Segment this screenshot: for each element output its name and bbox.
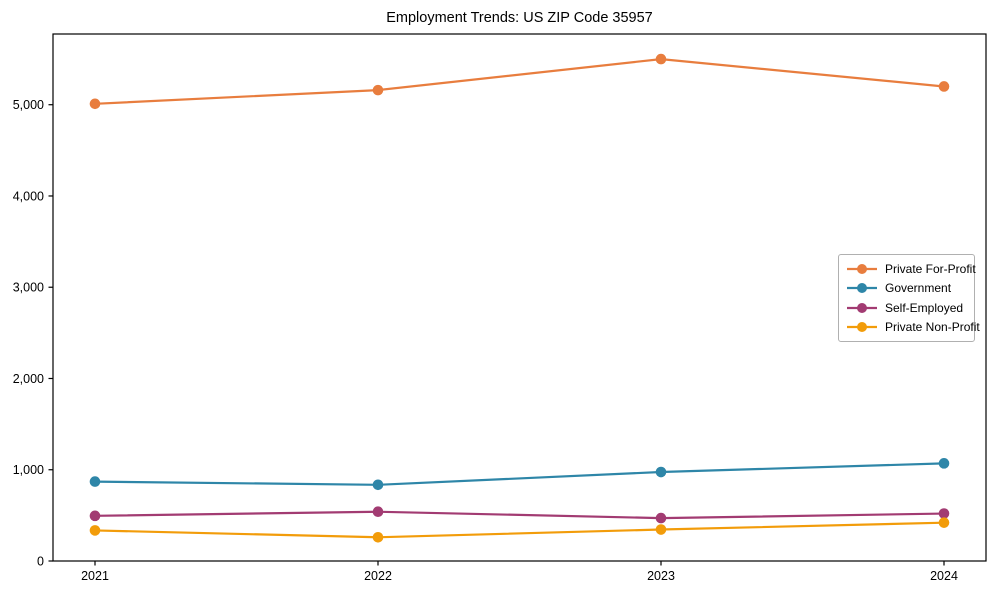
legend-marker-icon [847, 302, 877, 313]
data-point-marker [938, 517, 950, 528]
legend-marker-icon [847, 322, 877, 333]
legend: Private For-Profit Government Self-Employe… [838, 254, 980, 342]
plot-border [52, 33, 987, 562]
y-tick-label: 0 [37, 555, 44, 569]
data-point-marker [372, 479, 384, 491]
legend-item: Government [846, 279, 974, 299]
legend-label: Self-Employed [885, 300, 964, 315]
y-tick-label: 3,000 [13, 281, 44, 295]
legend-item: Private For-Profit [846, 259, 976, 279]
y-tick-label: 2,000 [13, 372, 44, 386]
y-tick-label: 1,000 [13, 463, 44, 477]
x-tick-label: 2024 [930, 569, 958, 583]
data-point-marker [655, 524, 667, 535]
legend-label: Private For-Profit [885, 261, 976, 276]
legend-marker-icon [847, 263, 877, 274]
y-tick-label: 4,000 [13, 189, 44, 203]
data-point-marker [938, 458, 950, 469]
data-point-marker [89, 98, 101, 110]
data-point-marker [655, 53, 667, 65]
x-tick-label: 2022 [364, 569, 392, 583]
x-tick-label: 2021 [81, 569, 109, 583]
y-tick-label: 5,000 [13, 98, 44, 112]
data-point-marker [655, 512, 667, 524]
data-point-marker [89, 510, 101, 522]
data-point-marker [938, 81, 950, 92]
legend-label: Government [885, 281, 952, 296]
legend-item: Private Non-Profit [846, 318, 980, 338]
series-line-government [94, 462, 945, 486]
chart-title: Employment Trends: US ZIP Code 35957 [386, 10, 653, 26]
data-point-marker [372, 84, 384, 96]
data-point-marker [372, 506, 384, 518]
series-line-private-for-profit [94, 57, 945, 105]
data-point-marker [655, 466, 667, 478]
series-line-private-non-profit [94, 521, 945, 539]
legend-item: Self-Employed [846, 298, 974, 318]
data-point-marker [372, 531, 384, 543]
data-point-marker [938, 508, 950, 519]
data-point-marker [89, 476, 101, 487]
series-line-self-employed [94, 510, 945, 520]
x-tick-label: 2023 [647, 569, 675, 583]
legend-marker-icon [847, 283, 877, 294]
data-point-marker [89, 525, 101, 536]
legend-label: Private Non-Profit [885, 320, 980, 335]
